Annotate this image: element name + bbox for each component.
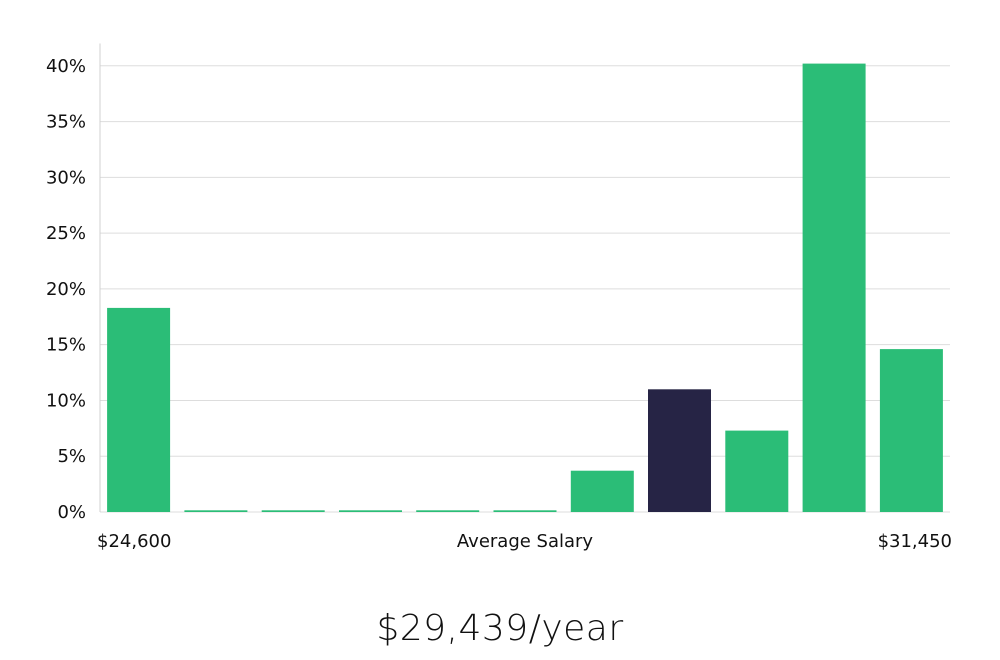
bar [416,510,480,512]
bar [879,349,943,512]
y-tick-label: 35% [46,112,86,133]
bars [107,63,943,512]
bar [570,470,634,512]
y-tick-label: 10% [46,390,86,411]
gridlines [100,65,950,513]
y-tick-label: 20% [46,279,86,300]
bar [107,307,171,512]
average-salary-value: $29,439/year [376,608,624,649]
y-tick-label: 15% [46,335,86,356]
x-axis-title: Average Salary [457,531,594,552]
bar-highlighted [648,389,711,512]
y-tick-label: 30% [46,167,86,188]
salary-histogram: 0% 5% 10% 15% 20% 25% 30% 35% 40% $24,600 Averag… [46,43,952,552]
y-tick-labels: 0% 5% 10% 15% 20% 25% 30% 35% 40% [46,56,86,523]
y-tick-label: 25% [46,223,86,244]
bar [261,510,325,512]
y-tick-label: 40% [46,56,86,77]
x-label-max: $31,450 [878,531,952,552]
y-tick-label: 5% [57,446,86,467]
bar [802,63,866,512]
bar [339,510,402,512]
x-label-min: $24,600 [97,531,171,552]
bar [184,510,248,512]
bar [725,430,789,512]
bar [493,510,557,512]
y-tick-label: 0% [57,502,86,523]
